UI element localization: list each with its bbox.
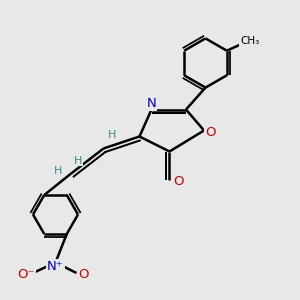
Text: H: H xyxy=(108,130,117,140)
Text: O: O xyxy=(206,125,216,139)
Text: H: H xyxy=(74,155,82,166)
Text: N⁺: N⁺ xyxy=(47,260,64,274)
Text: O: O xyxy=(78,268,88,281)
Text: CH₃: CH₃ xyxy=(240,36,260,46)
Text: H: H xyxy=(54,166,63,176)
Text: N: N xyxy=(147,97,156,110)
Text: O: O xyxy=(173,175,184,188)
Text: O⁻: O⁻ xyxy=(18,268,35,281)
